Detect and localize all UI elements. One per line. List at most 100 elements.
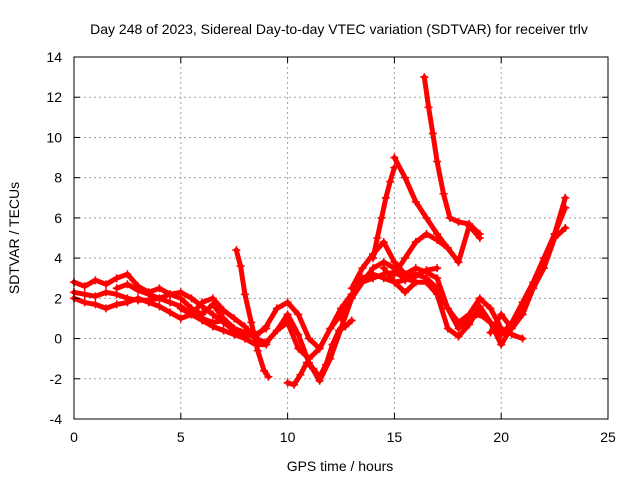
data-point-marker <box>102 280 111 289</box>
data-point-marker <box>166 298 175 307</box>
series-sat-f <box>232 246 273 381</box>
data-point-marker <box>341 322 350 331</box>
data-point-marker <box>443 304 452 313</box>
data-point-marker <box>102 304 111 313</box>
data-point-marker <box>294 310 303 319</box>
y-tick-label: 12 <box>46 89 62 105</box>
x-tick-label: 25 <box>600 429 616 445</box>
data-point-marker <box>529 284 538 293</box>
y-tick-label: 6 <box>54 210 62 226</box>
series-sat-h <box>283 316 356 389</box>
data-point-marker <box>253 346 262 355</box>
data-point-marker <box>422 278 431 287</box>
data-point-marker <box>264 372 273 381</box>
data-point-marker <box>381 193 390 202</box>
data-point-marker <box>411 197 420 206</box>
data-point-marker <box>358 264 367 273</box>
data-point-marker <box>198 310 207 319</box>
data-point-marker <box>272 304 281 313</box>
data-point-marker <box>411 278 420 287</box>
data-point-marker <box>283 310 292 319</box>
data-point-marker <box>144 298 153 307</box>
data-point-marker <box>283 298 292 307</box>
data-point-marker <box>518 334 527 343</box>
data-point-marker <box>91 292 100 301</box>
data-point-marker <box>561 223 570 232</box>
data-point-marker <box>176 304 185 313</box>
data-point-marker <box>486 304 495 313</box>
data-point-marker <box>433 290 442 299</box>
data-point-marker <box>475 294 484 303</box>
data-point-marker <box>219 306 228 315</box>
data-point-marker <box>260 366 269 375</box>
chart-title: Day 248 of 2023, Sidereal Day-to-day VTE… <box>90 21 588 37</box>
data-point-marker <box>247 318 256 327</box>
data-point-marker <box>232 246 241 255</box>
data-point-marker <box>411 238 420 247</box>
data-point-marker <box>112 284 121 293</box>
data-point-marker <box>445 213 454 222</box>
data-point-marker <box>454 258 463 267</box>
x-tick-label: 0 <box>70 429 78 445</box>
data-point-marker <box>424 103 433 112</box>
data-point-marker <box>454 332 463 341</box>
data-point-marker <box>379 274 388 283</box>
data-point-marker <box>219 326 228 335</box>
data-point-marker <box>80 282 89 291</box>
x-tick-label: 10 <box>280 429 296 445</box>
data-point-marker <box>240 322 249 331</box>
data-point-marker <box>176 314 185 323</box>
data-point-marker <box>390 153 399 162</box>
data-point-marker <box>123 270 132 279</box>
data-point-marker <box>347 316 356 325</box>
data-point-marker <box>326 324 335 333</box>
data-point-marker <box>411 264 420 273</box>
x-tick-label: 15 <box>387 429 403 445</box>
data-point-marker <box>475 302 484 311</box>
data-point-marker <box>166 290 175 299</box>
data-point-marker <box>550 234 559 242</box>
series-line <box>488 225 568 335</box>
data-point-marker <box>561 193 570 202</box>
data-point-marker <box>379 238 388 247</box>
data-point-marker <box>433 157 442 166</box>
data-point-marker <box>420 73 429 82</box>
data-series <box>70 73 570 389</box>
data-point-marker <box>328 340 337 349</box>
data-point-marker <box>373 234 382 242</box>
data-point-marker <box>369 254 378 263</box>
data-point-marker <box>390 270 399 279</box>
data-point-marker <box>208 294 217 303</box>
y-tick-label: 14 <box>46 49 62 65</box>
data-point-marker <box>198 298 207 307</box>
series-sat-p <box>486 223 570 337</box>
data-point-marker <box>315 344 324 353</box>
data-point-marker <box>539 264 548 273</box>
data-point-marker <box>251 334 260 343</box>
plot-frame <box>73 56 609 420</box>
data-point-marker <box>294 330 303 339</box>
data-point-marker <box>337 314 345 323</box>
data-point-marker <box>123 298 132 307</box>
data-point-marker <box>80 298 89 307</box>
data-point-marker <box>134 294 143 303</box>
data-point-marker <box>208 310 217 319</box>
data-point-marker <box>123 280 132 289</box>
data-point-marker <box>433 274 442 283</box>
data-point-marker <box>187 310 196 319</box>
data-point-marker <box>486 318 495 327</box>
data-point-marker <box>386 177 395 186</box>
data-point-marker <box>80 290 89 299</box>
data-point-marker <box>358 278 367 287</box>
x-axis-label: GPS time / hours <box>287 458 394 474</box>
data-point-marker <box>454 217 463 226</box>
series-line <box>338 259 526 342</box>
data-point-marker <box>497 310 506 319</box>
data-point-marker <box>155 302 164 311</box>
x-tick-label: 5 <box>177 429 185 445</box>
data-point-marker <box>433 229 442 238</box>
data-point-marker <box>422 268 431 277</box>
y-tick-label: -2 <box>50 371 63 387</box>
y-tick-label: 10 <box>46 129 62 145</box>
